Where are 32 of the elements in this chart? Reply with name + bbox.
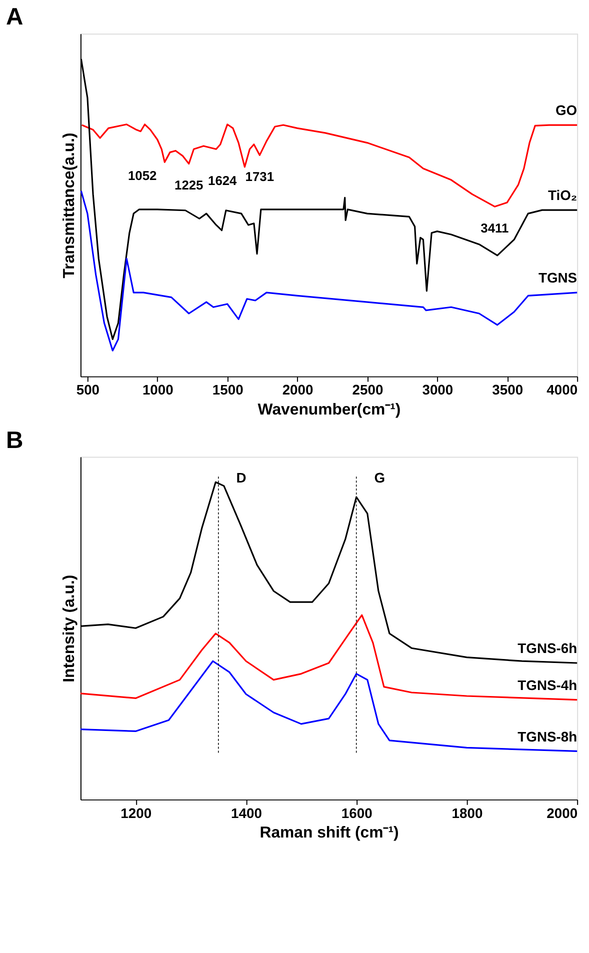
series-label: TGNS [538,270,578,286]
annotation: 1731 [245,168,274,184]
x-tick-label: 1800 [452,804,483,821]
ref-line-label: D [236,470,246,486]
annotation: 1052 [128,168,157,184]
x-axis-title: Raman shift (cm⁻¹) [260,824,399,842]
x-tick-label: 2000 [282,382,314,398]
chart-title: A [6,4,24,31]
series-label: TGNS-6h [518,640,578,656]
chart-title: B [6,426,24,454]
x-tick-label: 2000 [546,804,578,821]
y-axis-title: Transmittance(a.u.) [60,132,78,278]
annotation: 1225 [174,178,204,193]
x-tick-label: 3500 [492,382,524,398]
series-label: TiO₂ [548,187,578,204]
x-tick-label: 1500 [212,382,244,398]
ref-line-label: G [374,470,386,486]
x-tick-label: 3000 [422,382,454,398]
annotation: 1624 [208,172,238,188]
annotation: 3411 [480,220,509,236]
x-tick-label: 500 [76,382,100,398]
y-axis-title: Intensity (a.u.) [60,574,78,682]
x-tick-label: 1600 [341,804,373,821]
series-label: TGNS-4h [518,676,578,693]
series-label: TGNS-8h [518,728,578,744]
x-tick-label: 1400 [231,804,262,821]
x-axis-title: Wavenumber(cm⁻¹) [258,402,401,419]
series-label: GO [555,102,578,118]
x-tick-label: 1000 [142,382,174,398]
x-tick-label: 2500 [352,382,384,398]
x-tick-label: 4000 [546,382,578,398]
x-tick-label: 1200 [120,804,152,821]
